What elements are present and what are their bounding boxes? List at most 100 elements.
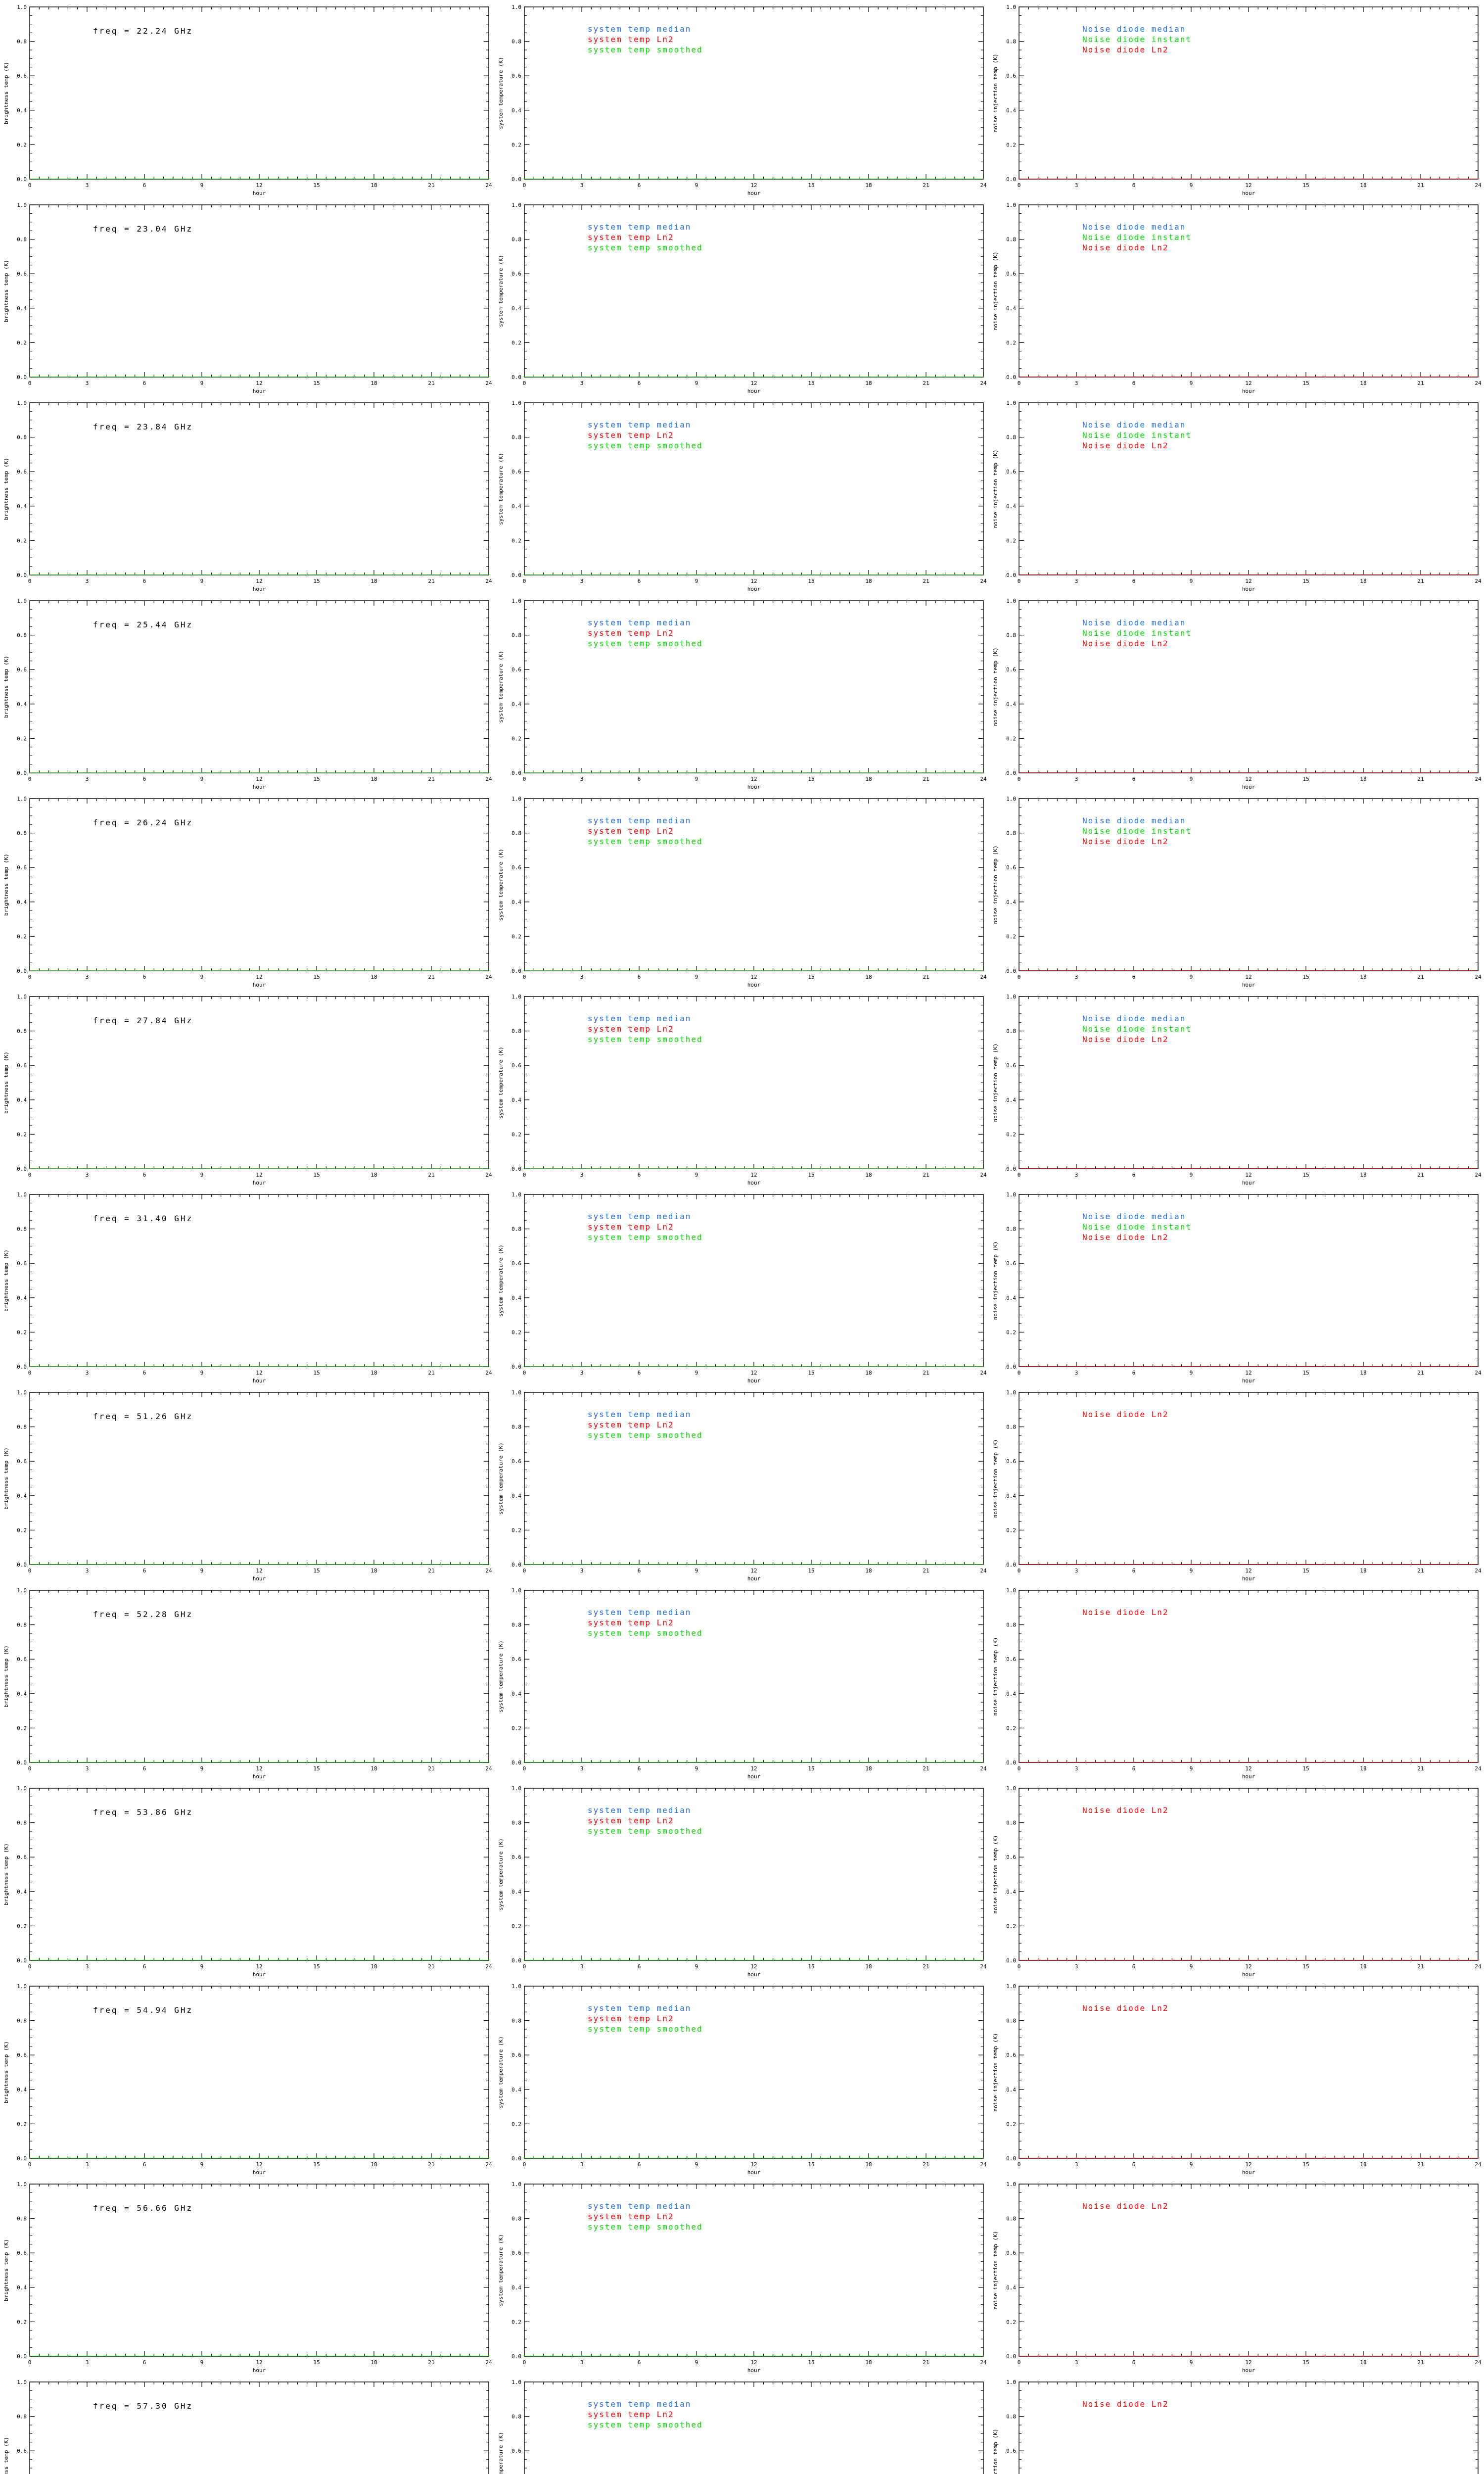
y-tick-label: 1.0 <box>17 202 27 208</box>
x-tick-label: 15 <box>808 380 814 386</box>
y-axis-label: system temperature (K) <box>498 57 504 129</box>
y-tick-label: 0.2 <box>511 2319 521 2325</box>
x-tick-label: 24 <box>1475 380 1482 386</box>
x-tick-label: 21 <box>1417 776 1424 782</box>
y-axis-label: noise injection temp (K) <box>992 1439 999 1518</box>
x-tick-label: 9 <box>695 2161 698 2168</box>
legend-entry: Noise diode median <box>1082 222 1186 232</box>
y-tick-label: 0.2 <box>511 1725 521 1731</box>
y-tick-label: 0.6 <box>17 1854 27 1860</box>
legend-entry: Noise diode median <box>1082 1014 1186 1023</box>
x-tick-label: 15 <box>1302 1765 1309 1772</box>
x-tick-label: 3 <box>580 1963 584 1970</box>
x-tick-label: 3 <box>1075 974 1078 980</box>
x-axis-label: hour <box>253 1971 266 1978</box>
x-tick-label: 9 <box>200 1963 204 1970</box>
plot-cell-r1-c1: 0.0 0.2 0.4 0.6 0.8 1.0 0 3 6 9 12 15 18 21 24 hour brig… <box>0 0 495 198</box>
x-tick-label: 9 <box>695 1963 698 1970</box>
x-tick-label: 9 <box>1190 1963 1193 1970</box>
y-tick-label: 0.6 <box>1006 1854 1016 1860</box>
plot-svg-r11-c1: 0.0 0.2 0.4 0.6 0.8 1.0 0 3 6 9 12 15 18 21 24 hour brig… <box>3 1983 492 2176</box>
y-tick-label: 0.8 <box>511 632 521 639</box>
legend-entry: Noise diode instant <box>1082 233 1192 242</box>
y-tick-label: 0.2 <box>511 2121 521 2127</box>
x-tick-label: 0 <box>1018 578 1021 584</box>
ticks <box>29 204 489 378</box>
y-tick-label: 0.8 <box>511 2414 521 2420</box>
x-tick-label: 6 <box>638 1370 641 1376</box>
x-tick-label: 12 <box>750 974 757 980</box>
y-tick-label: 0.4 <box>511 2087 521 2093</box>
x-tick-label: 12 <box>750 2359 757 2366</box>
y-tick-label: 0.2 <box>17 1131 27 1138</box>
y-tick-label: 0.6 <box>1006 1656 1016 1663</box>
x-tick-label: 0 <box>1018 1765 1021 1772</box>
x-tick-label: 15 <box>313 1568 320 1574</box>
y-tick-label: 0.4 <box>17 503 27 510</box>
legend-entry: Noise diode instant <box>1082 826 1192 836</box>
x-tick-label: 6 <box>638 776 641 782</box>
y-tick-label: 0.8 <box>511 1622 521 1628</box>
plot-svg-r4-c2: 0.0 0.2 0.4 0.6 0.8 1.0 0 3 6 9 12 15 18 21 24 hour syst… <box>498 598 987 790</box>
x-tick-label: 9 <box>200 776 204 782</box>
y-tick-label: 0.4 <box>17 1493 27 1499</box>
plot-cell-r13-c1: 0.00.20.40.60.81.003691215182124hourbrig… <box>0 2375 495 2474</box>
x-axis-label: hour <box>747 1575 761 1582</box>
x-tick-label: 21 <box>1417 1765 1424 1772</box>
x-tick-label: 15 <box>808 2161 814 2168</box>
legend-entry: system temp median <box>588 2201 691 2211</box>
legend-entry: system temp smoothed <box>588 639 703 648</box>
legend-entry: system temp Ln2 <box>588 2212 674 2221</box>
y-axis-label: noise injection temp (K) <box>992 1835 999 1914</box>
y-tick-label: 0.6 <box>1006 666 1016 673</box>
legend-entry: Noise diode median <box>1082 420 1186 429</box>
x-tick-label: 24 <box>485 380 492 386</box>
y-tick-label: 0.0 <box>511 1562 521 1568</box>
x-tick-label: 15 <box>808 578 814 584</box>
y-axis-label: system temperature (K) <box>498 1640 504 1713</box>
x-tick-label: 6 <box>143 1370 146 1376</box>
legend-entry: system temp median <box>588 2399 691 2409</box>
legend-entry: Noise diode instant <box>1082 35 1192 44</box>
x-tick-label: 15 <box>313 1172 320 1178</box>
x-tick-label: 0 <box>1018 380 1021 386</box>
legend-entry: system temp Ln2 <box>588 628 674 638</box>
x-tick-label: 12 <box>1245 1370 1252 1376</box>
x-tick-label: 3 <box>580 182 584 189</box>
y-tick-label: 0.4 <box>511 899 521 905</box>
x-tick-label: 12 <box>1245 1568 1252 1574</box>
plot-cell-r8-c3: 0.0 0.2 0.4 0.6 0.8 1.0 0 3 6 9 12 15 18 21 24 hour nois… <box>989 1385 1484 1583</box>
x-tick-label: 12 <box>750 1172 757 1178</box>
y-tick-label: 0.8 <box>1006 632 1016 639</box>
plot-cell-r7-c1: 0.0 0.2 0.4 0.6 0.8 1.0 0 3 6 9 12 15 18 21 24 hour brig… <box>0 1188 495 1385</box>
y-tick-label: 0.8 <box>17 237 27 243</box>
x-tick-label: 3 <box>580 578 584 584</box>
legend-entry: Noise diode median <box>1082 816 1186 825</box>
x-tick-label: 18 <box>1360 1765 1366 1772</box>
y-tick-label: 0.4 <box>17 899 27 905</box>
legend-entry: system temp median <box>588 1014 691 1023</box>
y-tick-label: 1.0 <box>1006 994 1016 1000</box>
y-tick-label: 0.0 <box>511 572 521 578</box>
y-tick-label: 0.2 <box>1006 537 1016 544</box>
x-tick-label: 6 <box>143 2161 146 2168</box>
y-axis-label: noise injection temp (K) <box>992 2033 999 2112</box>
x-tick-label: 0 <box>1018 2161 1021 2168</box>
x-tick-label: 6 <box>1132 1963 1136 1970</box>
y-tick-label: 0.8 <box>17 2414 27 2420</box>
y-tick-label: 0.0 <box>511 374 521 381</box>
y-tick-label: 1.0 <box>511 994 521 1000</box>
x-tick-label: 9 <box>1190 2359 1193 2366</box>
x-tick-label: 12 <box>750 2161 757 2168</box>
plot-cell-r4-c3: 0.0 0.2 0.4 0.6 0.8 1.0 0 3 6 9 12 15 18 21 24 hour nois… <box>989 594 1484 792</box>
x-tick-label: 6 <box>638 1172 641 1178</box>
y-tick-label: 1.0 <box>511 1389 521 1396</box>
y-tick-label: 0.0 <box>511 2155 521 2162</box>
x-tick-label: 12 <box>750 1963 757 1970</box>
x-tick-label: 15 <box>1302 2359 1309 2366</box>
plot-cell-r10-c1: 0.0 0.2 0.4 0.6 0.8 1.0 0 3 6 9 12 15 18 21 24 hour brig… <box>0 1781 495 1979</box>
x-tick-label: 18 <box>371 1172 377 1178</box>
freq-label: freq = 31.40 GHz <box>93 1214 193 1223</box>
x-tick-label: 6 <box>638 1963 641 1970</box>
y-tick-label: 1.0 <box>17 1389 27 1396</box>
